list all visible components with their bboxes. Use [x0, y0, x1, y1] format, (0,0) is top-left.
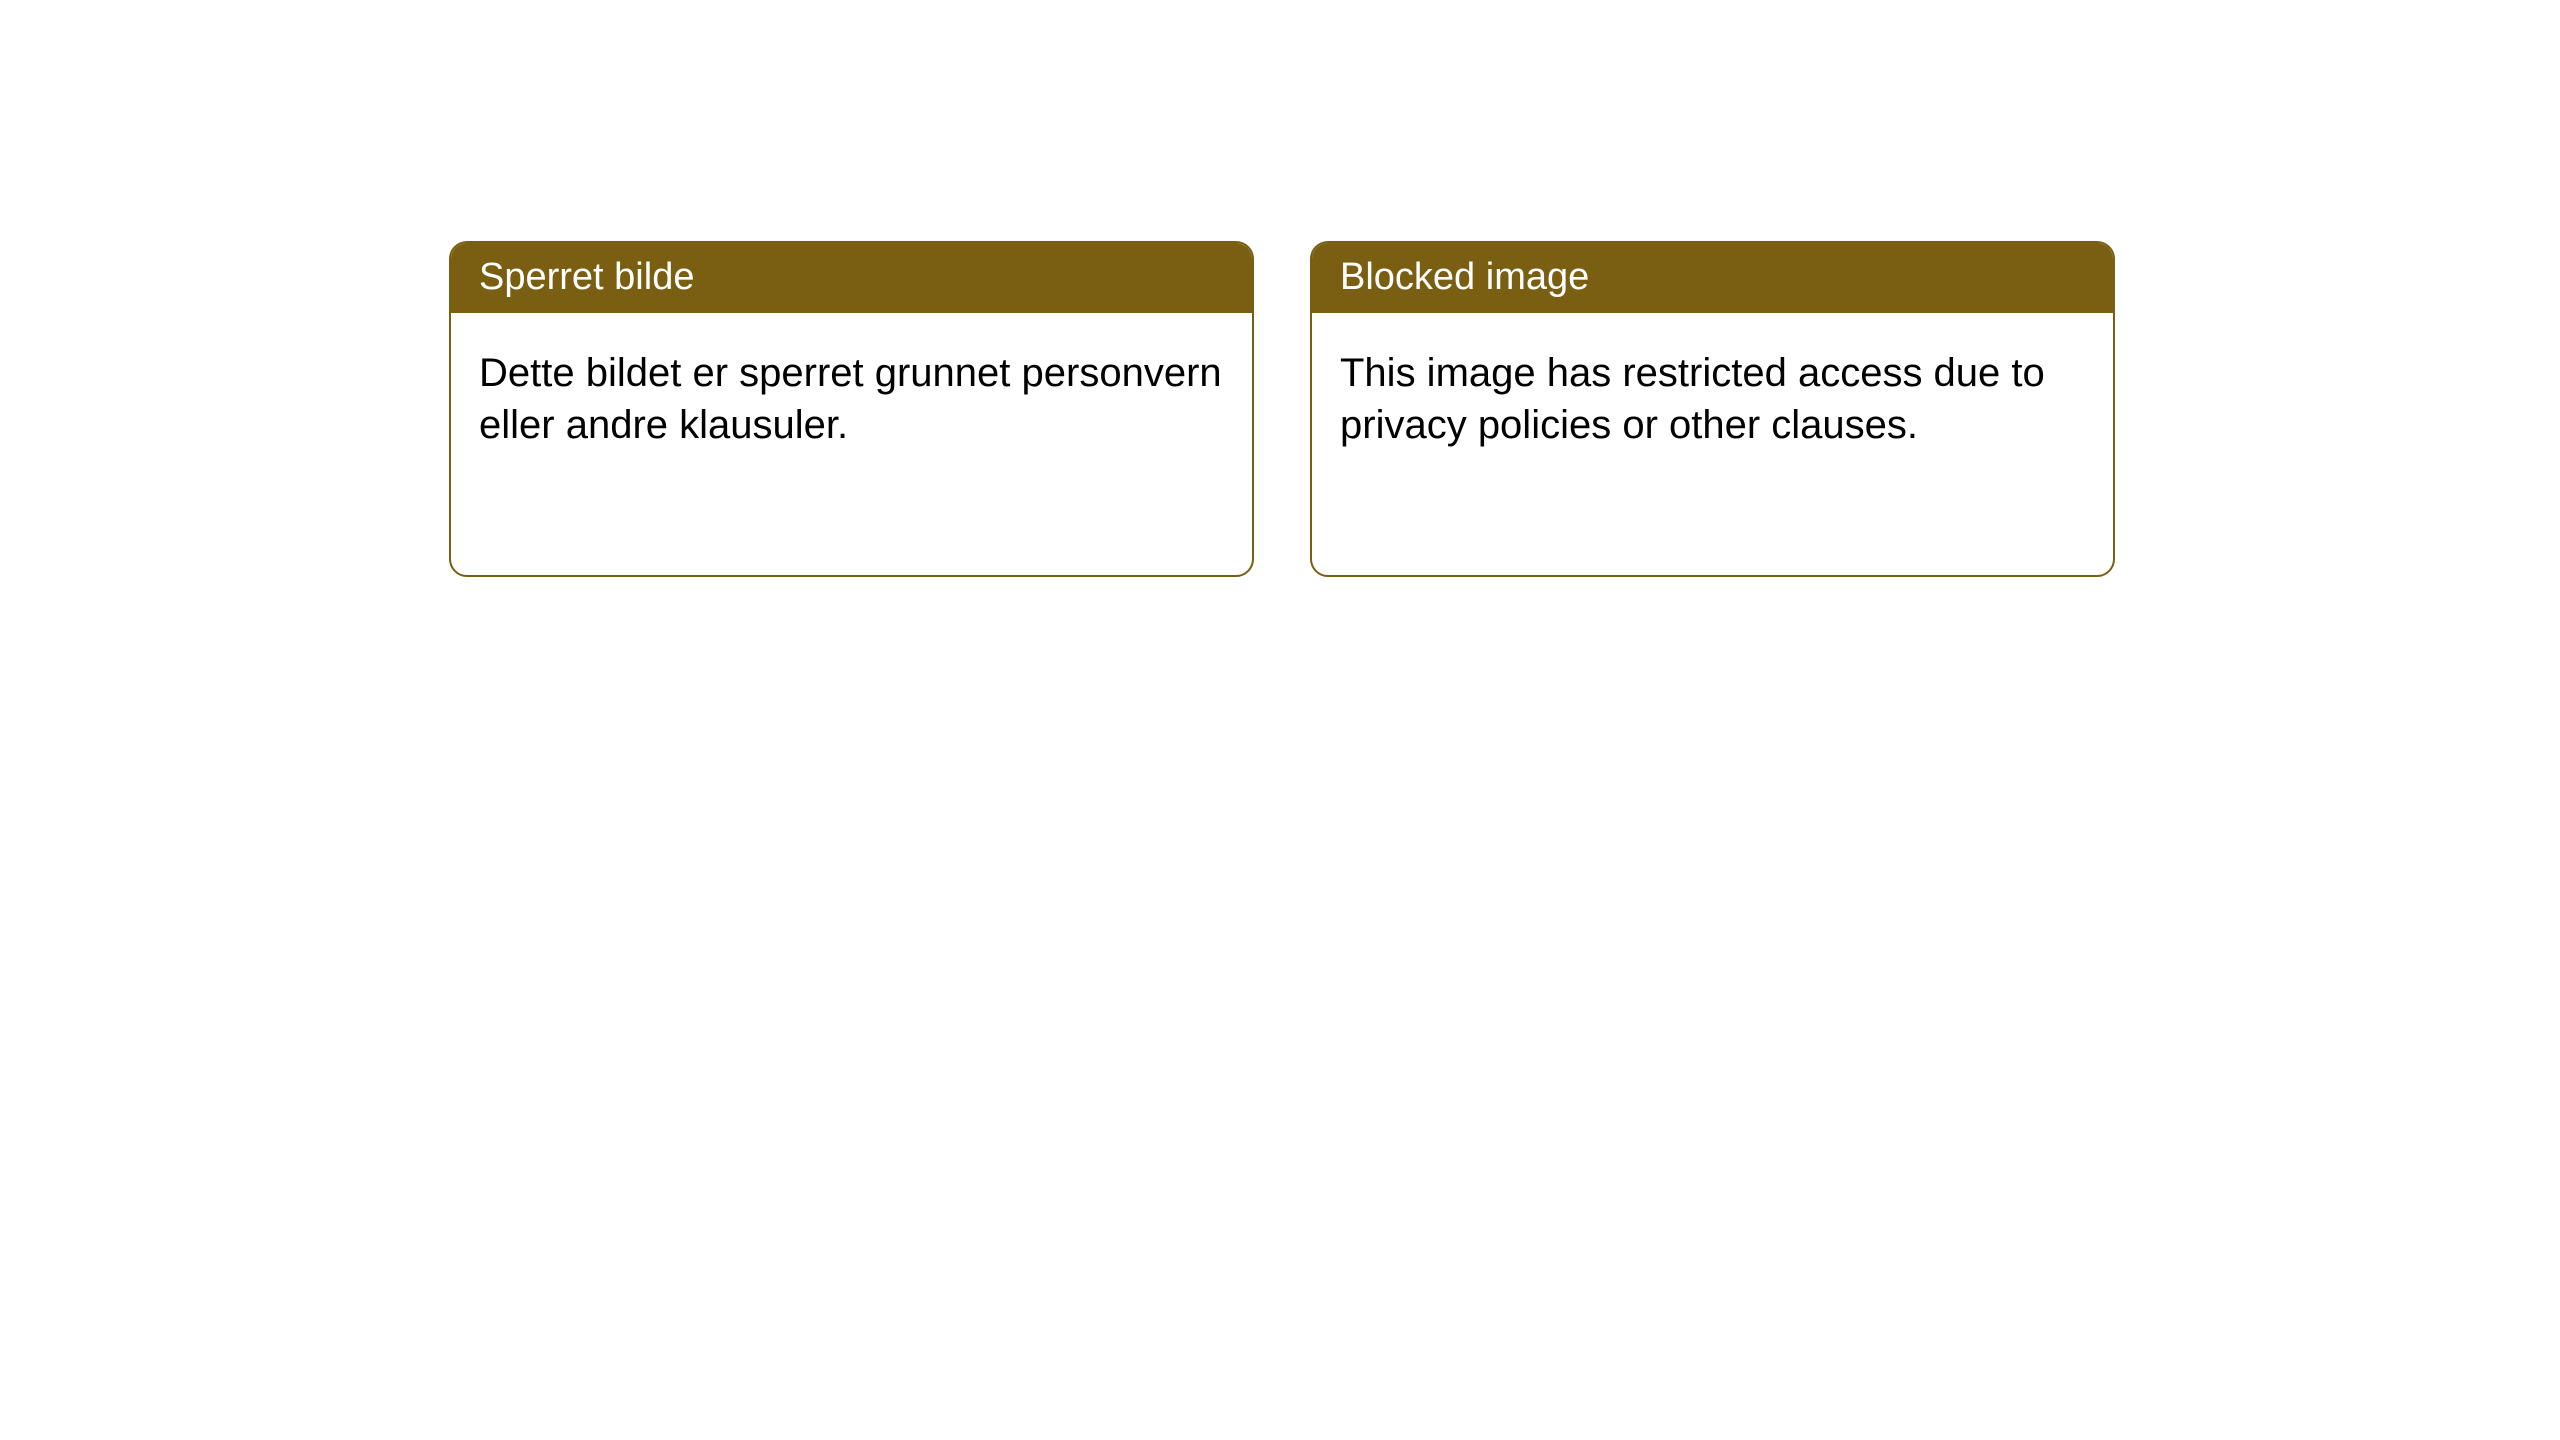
- notice-card-english: Blocked image This image has restricted …: [1310, 241, 2115, 577]
- notice-card-norwegian: Sperret bilde Dette bildet er sperret gr…: [449, 241, 1254, 577]
- card-body-english: This image has restricted access due to …: [1312, 313, 2113, 485]
- card-title-english: Blocked image: [1340, 256, 1589, 298]
- card-text-norwegian: Dette bildet er sperret grunnet personve…: [479, 351, 1222, 447]
- card-title-norwegian: Sperret bilde: [479, 256, 694, 298]
- card-header-english: Blocked image: [1312, 243, 2113, 313]
- card-text-english: This image has restricted access due to …: [1340, 351, 2045, 447]
- notice-container: Sperret bilde Dette bildet er sperret gr…: [449, 241, 2115, 577]
- card-body-norwegian: Dette bildet er sperret grunnet personve…: [451, 313, 1252, 485]
- card-header-norwegian: Sperret bilde: [451, 243, 1252, 313]
